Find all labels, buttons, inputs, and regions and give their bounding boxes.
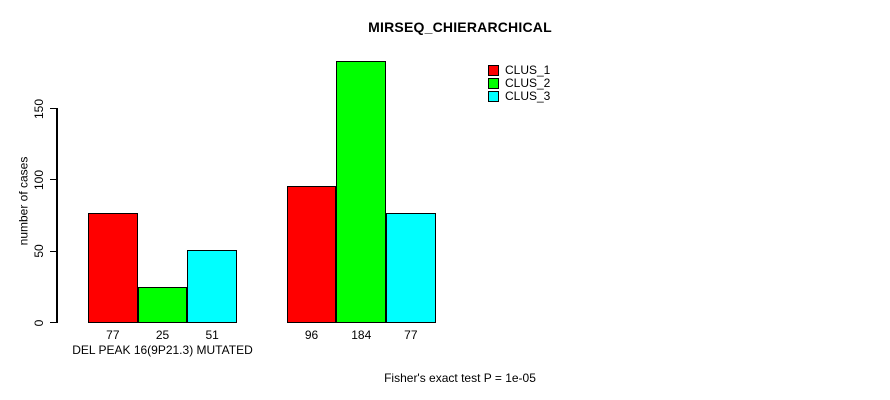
legend-label: CLUS_1 [505,63,551,77]
bar-clus_2-group1 [137,287,188,323]
legend-swatch-clus1-icon [488,65,499,76]
legend-item: CLUS_2 [488,77,550,90]
legend-item: CLUS_1 [488,64,550,77]
bar-value-label: 51 [205,328,219,342]
legend: CLUS_1 CLUS_2 CLUS_3 [488,64,550,103]
legend-label: CLUS_2 [505,76,551,90]
y-axis-tick-label: 50 [32,244,46,258]
fisher-test-note: Fisher's exact test P = 1e-05 [384,371,536,385]
bar-value-label: 96 [304,328,319,342]
y-axis-label: number of cases [16,156,31,246]
bar-clus_3-group1 [187,250,237,323]
y-axis-tick [50,250,57,252]
y-axis-line [56,108,58,323]
bar-value-label: 77 [106,328,120,342]
x-axis-group-label: DEL PEAK 16(9P21.3) MUTATED [72,343,253,357]
bar-value-label: 184 [351,328,372,342]
y-axis-tick-label: 150 [32,98,46,119]
chart-title: MIRSEQ_CHIERARCHICAL [368,19,552,35]
legend-swatch-clus3-icon [488,91,499,102]
y-axis-tick [50,179,57,181]
bar-clus_3-group2 [386,213,436,323]
bar-clus_1-group1 [88,213,138,323]
legend-swatch-clus2-icon [488,78,499,89]
bar-clus_1-group2 [286,186,337,323]
y-axis-tick-label: 0 [32,319,46,326]
bar-clus_2-group2 [336,60,387,323]
bar-value-label: 25 [155,328,170,342]
y-axis-tick [50,107,57,110]
y-axis-tick-label: 100 [32,169,46,190]
bar-value-label: 77 [404,328,418,342]
legend-item: CLUS_3 [488,90,550,103]
y-axis-tick [50,321,57,324]
legend-label: CLUS_3 [505,89,551,103]
